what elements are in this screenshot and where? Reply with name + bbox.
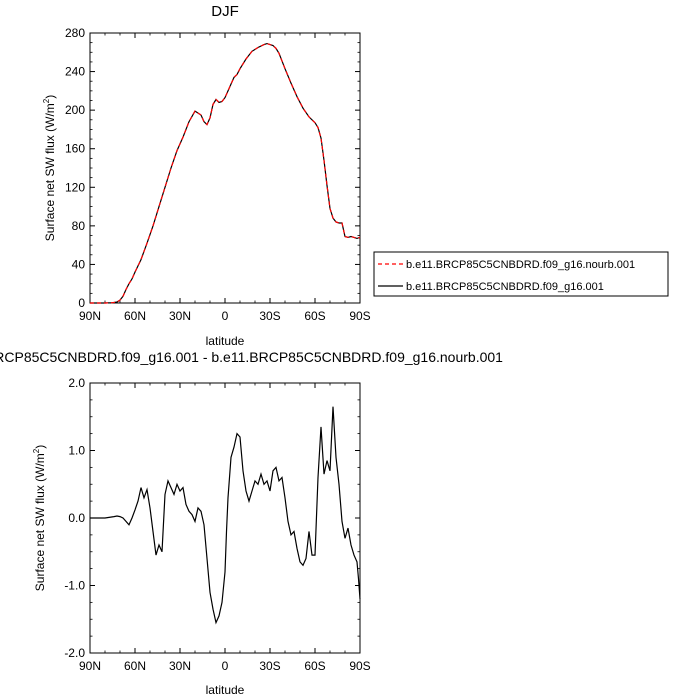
bottom-x-tick-label: 30S — [259, 659, 280, 673]
top-chart: DJF 90N 60N 30N 0 30S 60S 90S 0 40 80 120 160 200 240… — [42, 3, 669, 348]
bottom-x-tick-label: 60S — [304, 659, 325, 673]
top-series-line-1 — [90, 42, 361, 304]
top-plot-frame — [89, 32, 361, 304]
top-x-tick-label: 0 — [222, 309, 229, 323]
bottom-x-tick-label: 90N — [79, 659, 101, 673]
top-y-tick-label: 280 — [65, 26, 85, 40]
bottom-chart-title: b.e11.BRCP85C5CNBDRD.f09_g16.001 - b.e11… — [0, 349, 503, 365]
bottom-plot-frame — [89, 382, 361, 654]
top-y-tick-label: 120 — [65, 180, 85, 194]
bottom-series-line-0 — [90, 406, 361, 625]
top-x-tick-label: 30S — [259, 309, 280, 323]
top-y-tick-label: 160 — [65, 142, 85, 156]
legend-label-control: b.e11.BRCP85C5CNBDRD.f09_g16.001 — [406, 281, 604, 293]
top-x-tick-label: 90S — [349, 309, 370, 323]
bottom-series-group — [90, 406, 361, 625]
top-x-tick-label: 30N — [169, 309, 191, 323]
bottom-y-axis-label: Surface net SW flux (W/m2) — [32, 445, 47, 591]
top-x-tick-label: 90N — [79, 309, 101, 323]
top-y-tick-label: 0 — [78, 296, 85, 310]
top-y-tick-label: 240 — [65, 65, 85, 79]
top-series-line-0 — [90, 42, 361, 304]
legend-label-nourb: b.e11.BRCP85C5CNBDRD.f09_g16.nourb.001 — [406, 259, 635, 271]
top-chart-title: DJF — [211, 3, 239, 20]
bottom-axes: 90N 60N 30N 0 30S 60S 90S 2.0 1.0 0.0 -1.0 -2.0 — [64, 376, 370, 673]
legend-box — [373, 251, 669, 297]
legend: b.e11.BRCP85C5CNBDRD.f09_g16.nourb.001 b… — [373, 251, 669, 297]
top-y-tick-label: 200 — [65, 103, 85, 117]
bottom-x-axis-label: latitude — [206, 683, 245, 697]
top-series-group — [90, 42, 361, 304]
bottom-x-tick-label: 0 — [222, 659, 229, 673]
top-y-axis-label: Surface net SW flux (W/m2) — [42, 95, 57, 241]
top-x-tick-label: 60S — [304, 309, 325, 323]
top-y-tick-label: 80 — [72, 219, 86, 233]
bottom-y-tick-label: 2.0 — [68, 376, 85, 390]
bottom-y-tick-label: 0.0 — [68, 511, 85, 525]
bottom-x-tick-label: 60N — [124, 659, 146, 673]
top-x-tick-label: 60N — [124, 309, 146, 323]
top-axes: 90N 60N 30N 0 30S 60S 90S 0 40 80 120 160 200 240 280 — [65, 26, 371, 323]
bottom-y-tick-label: -1.0 — [64, 579, 85, 593]
bottom-x-tick-label: 90S — [349, 659, 370, 673]
top-x-axis-label: latitude — [206, 334, 245, 348]
top-y-tick-label: 40 — [72, 257, 86, 271]
bottom-chart: b.e11.BRCP85C5CNBDRD.f09_g16.001 - b.e11… — [0, 349, 503, 697]
bottom-y-tick-label: 1.0 — [68, 444, 85, 458]
bottom-y-tick-label: -2.0 — [64, 646, 85, 660]
bottom-x-tick-label: 30N — [169, 659, 191, 673]
